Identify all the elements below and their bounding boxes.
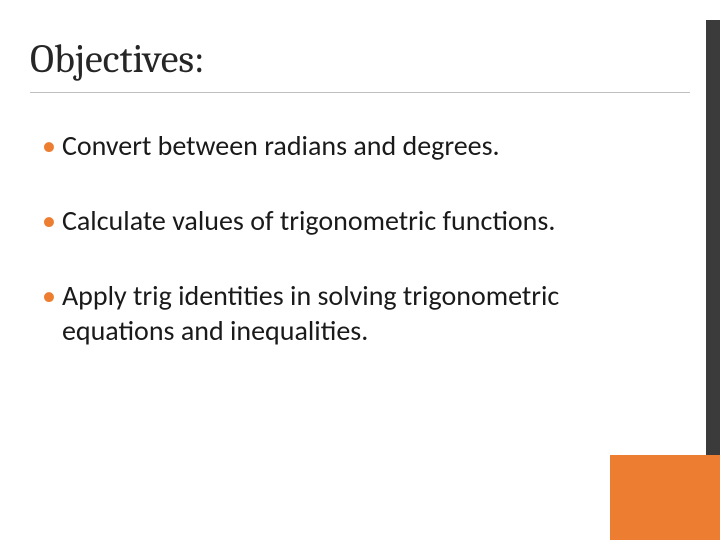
bullet-icon: • <box>42 278 56 313</box>
accent-block-decoration <box>610 455 720 540</box>
bullet-icon: • <box>42 128 56 163</box>
body-area: • Convert between radians and degrees. •… <box>42 128 602 388</box>
bullet-text: Calculate values of trigonometric functi… <box>62 203 555 238</box>
bullet-text: Convert between radians and degrees. <box>62 128 500 163</box>
side-strip-decoration <box>706 20 720 520</box>
bullet-icon: • <box>42 203 56 238</box>
bullet-item: • Apply trig identities in solving trigo… <box>42 278 602 348</box>
slide-title: Objectives: <box>30 36 205 82</box>
bullet-item: • Calculate values of trigonometric func… <box>42 203 602 238</box>
bullet-text: Apply trig identities in solving trigono… <box>62 278 602 348</box>
slide: Objectives: • Convert between radians an… <box>0 0 720 540</box>
title-divider <box>30 92 690 93</box>
bullet-item: • Convert between radians and degrees. <box>42 128 602 163</box>
